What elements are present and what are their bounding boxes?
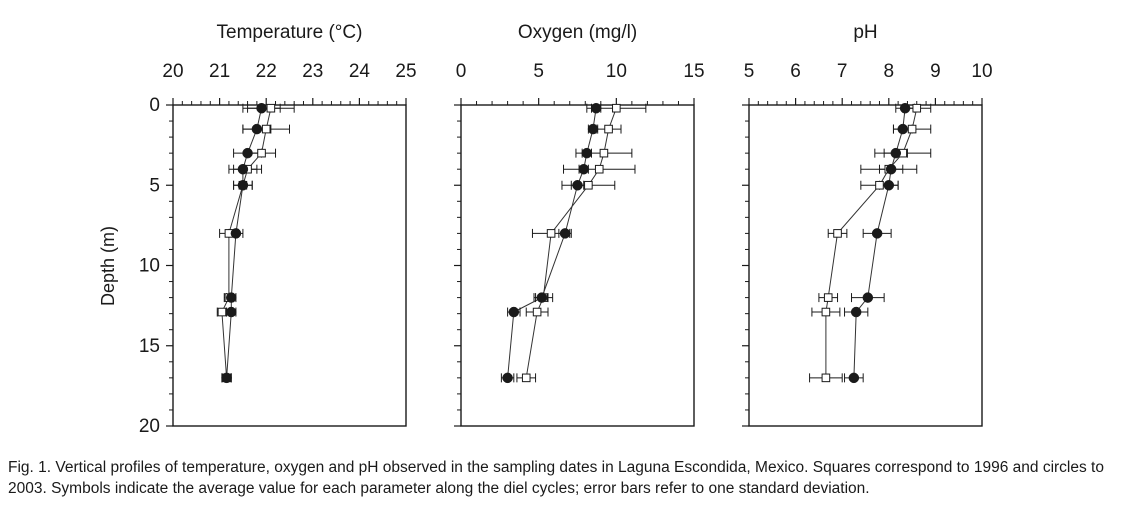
temperature-2003-circle-marker (237, 180, 249, 191)
ph-1996-square-marker (833, 229, 842, 238)
oxygen-2003-circle-marker (508, 306, 520, 318)
ph-x-tick-label: 6 (790, 61, 801, 82)
temperature-2003-circle-marker (237, 163, 249, 175)
oxygen-x-tick-label: 10 (606, 61, 627, 82)
oxygen-2003-profile-line (507, 108, 597, 378)
oxygen-2003-circle-marker (587, 123, 599, 135)
temperature-plot-frame (172, 104, 407, 427)
oxygen-1996-square-marker (532, 307, 542, 317)
temperature-1996-square-marker (261, 124, 271, 134)
oxygen-2003-circle-marker (578, 163, 589, 175)
ph-2003-circle-marker (871, 228, 883, 239)
temperature-y-tick-label: 15 (139, 336, 160, 357)
temperature-title: Temperature (°C) (217, 22, 363, 43)
ph-panel: pH 5 6 7 8 9 10 (742, 22, 993, 427)
temperature-1996-square-marker (266, 103, 276, 113)
temperature-2003-circle-marker (221, 372, 232, 384)
ph-2003-circle-marker (850, 306, 862, 318)
temperature-y-tick-label: 5 (149, 175, 160, 196)
ph-2003-circle-marker (883, 180, 895, 191)
temperature-panel: Temperature (°C) 20 21 22 23 24 25 0 5 10 15 20 (139, 22, 417, 437)
temperature-y-tick-label: 0 (149, 95, 160, 116)
temperature-x-tick-label: 20 (162, 61, 183, 82)
oxygen-1996-square-marker (521, 373, 531, 383)
temperature-x-tick-label: 22 (256, 61, 277, 82)
figure: Temperature (°C) 20 21 22 23 24 25 0 5 10 15 20 Oxy… (98, 22, 993, 437)
temperature-x-tick-label: 21 (209, 61, 230, 82)
ph-1996-square-marker (823, 293, 833, 302)
temperature-y-tick-label: 10 (139, 256, 160, 277)
ph-2003-circle-marker (862, 292, 874, 303)
temperature-2003-circle-marker (230, 228, 242, 239)
oxygen-1996-square-marker (604, 124, 613, 134)
ph-2003-circle-marker (899, 102, 911, 114)
ph-x-tick-label: 7 (837, 61, 848, 82)
temperature-1996-square-marker (257, 148, 266, 158)
ph-1996-profile-line (825, 108, 918, 378)
ph-x-tick-label: 5 (744, 61, 755, 82)
oxygen-panel: Oxygen (mg/l) 0 5 10 15 (454, 22, 705, 427)
oxygen-x-tick-label: 0 (456, 61, 467, 82)
oxygen-2003-circle-marker (581, 147, 593, 159)
temperature-2003-circle-marker (256, 102, 267, 114)
oxygen-1996-square-marker (546, 229, 556, 238)
temperature-2003-circle-marker (226, 306, 237, 318)
oxygen-2003-circle-marker (502, 372, 513, 384)
oxygen-1996-square-marker (584, 180, 593, 190)
ph-plot-frame (748, 104, 983, 427)
temperature-2003-profile-line (226, 108, 262, 378)
temperature-x-tick-label: 25 (395, 61, 416, 82)
ph-1996-square-marker (875, 180, 884, 190)
ph-2003-circle-marker (890, 147, 902, 159)
temperature-x-tick-label: 23 (302, 61, 323, 82)
figure-caption: Fig. 1. Vertical profiles of temperature… (8, 459, 1104, 497)
ph-1996-square-marker (907, 124, 917, 134)
oxygen-title: Oxygen (mg/l) (518, 22, 637, 43)
ph-2003-circle-marker (848, 372, 860, 384)
temperature-2003-circle-marker (242, 147, 253, 159)
oxygen-2003-circle-marker (590, 102, 602, 114)
ph-title: pH (853, 22, 877, 43)
oxygen-1996-square-marker (599, 148, 609, 158)
oxygen-1996-square-marker (612, 103, 621, 113)
ph-x-tick-label: 9 (930, 61, 941, 82)
oxygen-x-tick-label: 15 (683, 61, 704, 82)
temperature-2003-circle-marker (226, 292, 237, 303)
oxygen-x-tick-label: 5 (533, 61, 544, 82)
oxygen-1996-profile-line (525, 108, 617, 378)
temperature-2003-circle-marker (251, 123, 263, 135)
temperature-y-tick-label: 20 (139, 416, 160, 437)
temperature-x-tick-label: 24 (349, 61, 371, 82)
ph-2003-circle-marker (897, 123, 909, 135)
temperature-1996-square-marker (217, 307, 227, 317)
oxygen-2003-circle-marker (536, 292, 548, 303)
ph-1996-square-marker (912, 103, 922, 113)
ph-x-tick-label: 10 (971, 61, 992, 82)
oxygen-1996-square-marker (594, 164, 604, 174)
ph-x-tick-label: 8 (884, 61, 895, 82)
ph-1996-square-marker (821, 307, 831, 317)
oxygen-2003-circle-marker (559, 228, 571, 239)
ph-2003-circle-marker (885, 163, 897, 175)
oxygen-2003-circle-marker (572, 180, 583, 191)
y-axis-label: Depth (m) (98, 226, 118, 306)
ph-1996-square-marker (821, 373, 831, 383)
